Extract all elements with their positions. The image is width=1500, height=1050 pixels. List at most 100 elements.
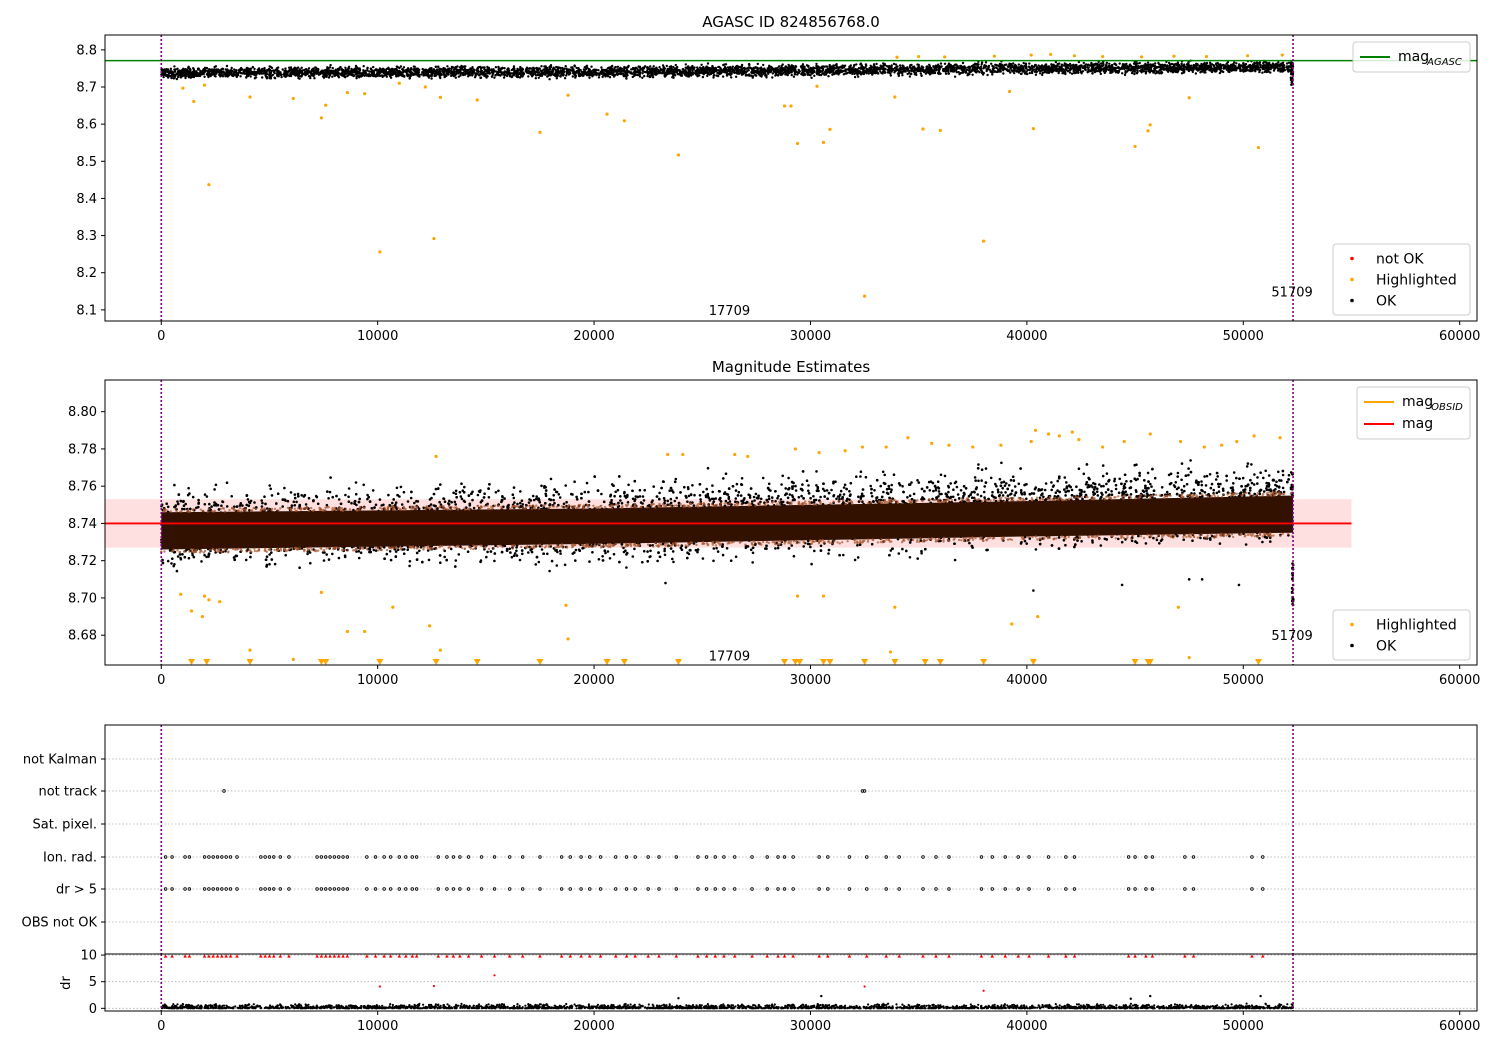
ok-point bbox=[949, 70, 953, 73]
ok-point bbox=[961, 61, 965, 65]
ok-point bbox=[1075, 71, 1078, 74]
ok-point bbox=[1086, 66, 1089, 69]
ok-point bbox=[914, 71, 918, 75]
ok-point bbox=[719, 66, 722, 70]
ok-point bbox=[1060, 63, 1064, 66]
ok-point bbox=[1149, 68, 1152, 71]
ok-point bbox=[1271, 62, 1275, 65]
ok-point bbox=[835, 72, 838, 75]
ok-point bbox=[1059, 65, 1062, 69]
ok-point bbox=[781, 63, 784, 66]
ok-point bbox=[679, 73, 682, 76]
ok-point bbox=[368, 70, 371, 73]
ok-point bbox=[979, 65, 983, 68]
ok-point bbox=[1009, 67, 1012, 70]
ok-point bbox=[759, 67, 762, 70]
ok-point bbox=[1105, 67, 1109, 71]
ok-point bbox=[702, 65, 705, 69]
ok-point bbox=[1182, 65, 1186, 69]
ok-point bbox=[288, 66, 291, 69]
ok-point bbox=[699, 69, 702, 72]
ok-point bbox=[1130, 71, 1134, 75]
ok-point bbox=[1025, 67, 1028, 70]
ok-point bbox=[787, 72, 790, 75]
ok-point bbox=[487, 66, 491, 70]
ok-point bbox=[1008, 65, 1012, 68]
ok-point bbox=[430, 77, 433, 80]
ok-point bbox=[1113, 62, 1117, 65]
ok-point bbox=[615, 71, 619, 75]
ok-point bbox=[806, 73, 810, 77]
ok-point bbox=[750, 74, 753, 78]
ok-point bbox=[603, 68, 606, 72]
ok-point bbox=[1271, 66, 1274, 69]
ok-point bbox=[329, 63, 332, 67]
ok-point bbox=[375, 69, 379, 72]
ok-point bbox=[638, 73, 641, 77]
ok-point bbox=[233, 68, 236, 71]
ok-point bbox=[544, 66, 548, 69]
ok-point bbox=[331, 66, 334, 70]
ok-point bbox=[966, 68, 969, 72]
ok-point bbox=[295, 71, 298, 75]
ok-point bbox=[401, 68, 404, 71]
ok-point bbox=[712, 74, 715, 77]
ok-point bbox=[506, 68, 509, 71]
ok-point bbox=[898, 67, 901, 70]
ok-point bbox=[583, 66, 586, 69]
ok-point bbox=[366, 66, 369, 70]
ok-point bbox=[724, 63, 728, 66]
ok-point bbox=[187, 70, 191, 74]
ok-point bbox=[1242, 62, 1245, 65]
ok-point bbox=[421, 71, 425, 74]
ok-point bbox=[991, 67, 995, 71]
ok-point bbox=[947, 64, 950, 67]
ok-point bbox=[218, 73, 221, 77]
ok-point bbox=[638, 71, 642, 74]
ok-point bbox=[397, 73, 400, 77]
ok-point bbox=[908, 69, 911, 73]
ok-point bbox=[1058, 62, 1061, 65]
ok-point bbox=[1010, 69, 1014, 72]
ok-point bbox=[1002, 72, 1005, 75]
ok-point bbox=[672, 65, 675, 69]
ok-point bbox=[462, 71, 465, 75]
ok-point bbox=[380, 68, 383, 71]
ok-point bbox=[706, 74, 709, 78]
ok-point bbox=[1249, 63, 1252, 67]
ok-point bbox=[1134, 62, 1138, 65]
ok-point bbox=[303, 68, 306, 72]
ok-point bbox=[1053, 65, 1057, 68]
ok-point bbox=[1041, 67, 1044, 71]
ok-point bbox=[1038, 72, 1042, 75]
ok-point bbox=[520, 73, 523, 76]
ok-point bbox=[578, 69, 581, 73]
ok-point bbox=[585, 64, 589, 68]
ok-point bbox=[1287, 66, 1290, 69]
ok-point bbox=[1280, 62, 1283, 65]
ok-point bbox=[1206, 64, 1209, 68]
ok-point bbox=[483, 71, 486, 74]
ok-point bbox=[283, 71, 286, 75]
ok-point bbox=[733, 71, 736, 74]
ok-point bbox=[1007, 69, 1010, 73]
ok-point bbox=[538, 67, 541, 70]
ok-point bbox=[1134, 65, 1137, 69]
ok-point bbox=[634, 69, 637, 73]
ok-point bbox=[176, 75, 180, 79]
ok-point bbox=[534, 77, 537, 80]
ok-point bbox=[411, 72, 414, 76]
ok-point bbox=[459, 70, 462, 74]
ok-point bbox=[700, 63, 703, 66]
ok-point bbox=[885, 65, 889, 68]
ok-point bbox=[332, 69, 335, 73]
ok-point bbox=[974, 63, 977, 66]
ok-point bbox=[376, 71, 379, 75]
ok-point bbox=[381, 70, 384, 73]
ok-point bbox=[1070, 72, 1074, 75]
ok-point bbox=[315, 66, 318, 70]
ok-point bbox=[757, 72, 761, 75]
ok-point bbox=[657, 68, 660, 72]
ok-point bbox=[748, 63, 751, 67]
ok-point bbox=[932, 65, 935, 68]
